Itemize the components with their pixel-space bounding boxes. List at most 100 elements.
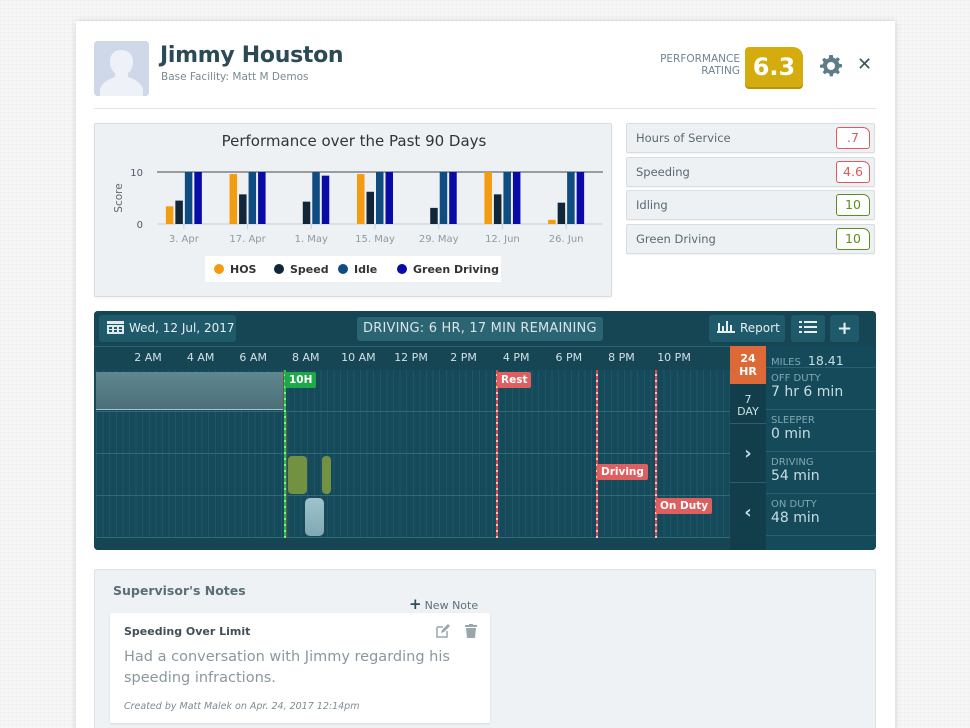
bar-idle	[248, 172, 257, 224]
off-duty-segment[interactable]	[96, 372, 284, 410]
hour-tick-label: 10 AM	[341, 351, 376, 364]
note-body: Had a conversation with Jimmy regarding …	[124, 649, 450, 686]
gear-icon	[820, 55, 842, 77]
bar-speed	[366, 191, 374, 224]
marker-rest[interactable]: Rest	[497, 372, 532, 388]
notes-title: Supervisor's Notes	[113, 583, 246, 598]
note-card: Speeding Over Limit Had a conversation w…	[110, 613, 490, 723]
duty-stat-value: 0 min	[771, 426, 811, 442]
bar-hos	[165, 206, 174, 224]
duty-stat-label: SLEEPER	[771, 415, 815, 426]
report-button[interactable]: Report	[709, 315, 785, 342]
score-label: Green Driving	[636, 232, 716, 246]
miles-value: 18.41	[807, 353, 844, 368]
driver-detail-panel: Jimmy Houston Base Facility: Matt M Demo…	[76, 21, 895, 728]
driving-segment[interactable]	[288, 456, 307, 494]
driver-name: Jimmy Houston	[160, 43, 344, 68]
score-label: Idling	[636, 198, 668, 212]
performance-rating-badge: 6.3	[745, 47, 803, 87]
hour-tick-label: 4 AM	[186, 351, 215, 364]
bar-green-driving	[258, 172, 266, 224]
plus-icon: +	[409, 595, 422, 613]
on-duty-segment[interactable]	[305, 498, 324, 536]
y-tick-label: 10	[130, 168, 143, 179]
hos-timeline: Wed, 12 Jul, 2017 DRIVING: 6 HR, 17 MIN …	[94, 311, 876, 550]
duty-stat: SLEEPER 0 min	[766, 410, 876, 452]
person-silhouette-icon	[94, 41, 149, 96]
list-view-button[interactable]	[791, 315, 825, 342]
chevron-right-icon: ›	[744, 443, 752, 464]
bar-hos	[229, 174, 238, 224]
x-tick-label: 1. May	[295, 234, 328, 245]
previous-day-button[interactable]: ‹	[730, 484, 766, 542]
bar-speed	[175, 200, 183, 224]
base-facility: Base Facility: Matt M Demos	[161, 71, 309, 83]
bar-hos	[357, 174, 365, 224]
duty-stat: DRIVING 54 min	[766, 452, 876, 494]
bar-idle	[503, 172, 511, 224]
edit-note-icon[interactable]	[436, 624, 450, 638]
marker-on-duty[interactable]: On Duty	[656, 498, 713, 514]
legend-label: Idle	[354, 263, 377, 276]
performance-rating-label: PERFORMANCE RATING	[646, 53, 740, 77]
score-value: 4.6	[836, 161, 870, 183]
chevron-left-icon: ‹	[744, 502, 752, 523]
rest-violation-line	[496, 370, 498, 538]
legend-marker	[338, 264, 348, 274]
note-meta: Created by Matt Malek on Apr. 24, 2017 1…	[124, 701, 360, 712]
performance-chart-svg: Performance over the Past 90 Days Score 0 1…	[113, 132, 603, 282]
status-connector	[285, 412, 287, 538]
legend-label: Speed	[290, 263, 329, 276]
performance-chart: Performance over the Past 90 Days Score 0 1…	[94, 123, 612, 297]
hour-tick-label: 8 AM	[292, 351, 320, 364]
score-card[interactable]: Hours of Service .7	[626, 123, 875, 153]
header-divider	[94, 108, 876, 109]
selected-date: Wed, 12 Jul, 2017	[129, 321, 235, 335]
bar-green-driving	[576, 172, 585, 224]
hour-tick-label: 8 PM	[608, 351, 635, 364]
driving-segment[interactable]	[322, 456, 331, 494]
bar-chart-icon	[717, 321, 735, 333]
settings-button[interactable]	[819, 54, 843, 78]
next-day-button[interactable]: ›	[730, 425, 766, 483]
delete-note-icon[interactable]	[464, 624, 478, 638]
marker-10h[interactable]: 10H	[285, 372, 317, 388]
10h-reset-line	[284, 370, 286, 538]
score-value: .7	[836, 127, 870, 149]
bar-green-driving	[385, 172, 393, 224]
tab-7-day[interactable]: 7 DAY	[730, 384, 766, 424]
hour-tick-label: 2 AM	[134, 351, 162, 364]
bar-green-driving	[449, 172, 457, 224]
legend-marker	[214, 264, 224, 274]
hour-tick-label: 6 PM	[555, 351, 583, 364]
new-note-button[interactable]: + New Note	[409, 595, 478, 613]
bar-hos	[484, 172, 492, 224]
duty-stat-label: ON DUTY	[771, 499, 817, 510]
x-tick-label: 12. Jun	[485, 234, 520, 245]
score-card[interactable]: Green Driving 10	[626, 224, 875, 254]
tab-24-hr[interactable]: 24 HR	[730, 346, 766, 384]
add-event-button[interactable]: +	[830, 315, 859, 342]
on-duty-violation-line	[655, 370, 657, 538]
close-button[interactable]: ✕	[857, 55, 872, 75]
performance-label-line1: PERFORMANCE	[660, 53, 740, 65]
date-picker-button[interactable]: Wed, 12 Jul, 2017	[99, 315, 236, 342]
legend-box	[205, 256, 501, 282]
timeline-footer	[94, 538, 730, 550]
duty-stat-value: 54 min	[771, 468, 820, 484]
x-tick-label: 26. Jun	[549, 234, 584, 245]
legend-marker	[274, 264, 284, 274]
tab-24-hr-line1: 24	[740, 352, 756, 365]
score-label: Speeding	[636, 165, 690, 179]
calendar-icon	[107, 321, 124, 334]
score-value: 10	[836, 194, 870, 216]
hour-tick-label: 10 PM	[657, 351, 691, 364]
y-tick-label: 0	[137, 220, 143, 231]
list-icon	[799, 321, 817, 333]
duty-summary: MILES 18.41 OFF DUTY 7 hr 6 min SLEEPER 0 m…	[766, 346, 876, 550]
duty-status-grid	[96, 370, 730, 538]
bar-idle	[567, 172, 575, 224]
score-card[interactable]: Speeding 4.6	[626, 157, 875, 187]
marker-driving[interactable]: Driving	[597, 464, 648, 480]
score-card[interactable]: Idling 10	[626, 190, 875, 220]
